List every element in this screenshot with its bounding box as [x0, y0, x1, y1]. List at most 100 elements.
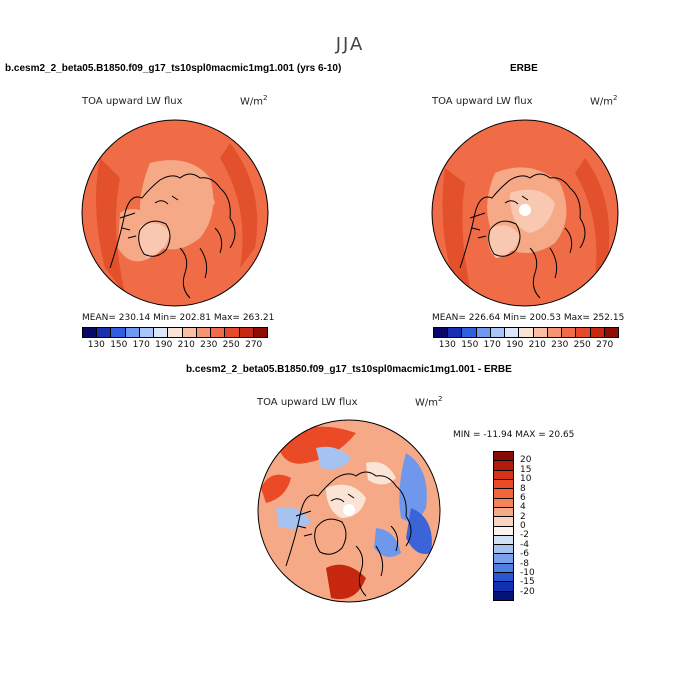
- colorbar-box: [494, 582, 513, 592]
- colorbar-tick-label: 2: [520, 511, 526, 522]
- panel-3-field-red-south: [326, 564, 366, 600]
- panel-3-missing-pole: [343, 504, 355, 516]
- colorbar-tick-label: 250: [573, 340, 591, 350]
- colorbar-tick-label: 4: [520, 502, 526, 513]
- colorbar-box: [494, 489, 513, 499]
- colorbar-tick-label: -20: [520, 586, 535, 597]
- colorbar-box: [547, 328, 563, 337]
- colorbar-tick-label: 170: [483, 340, 501, 350]
- panel-2-units: W/m2: [590, 94, 618, 108]
- colorbar-tick-label: 150: [110, 340, 128, 350]
- colorbar-tick-label: -2: [520, 530, 529, 541]
- colorbar-box: [168, 328, 183, 337]
- colorbar-box: [253, 328, 268, 337]
- colorbar-box: [239, 328, 254, 337]
- colorbar-box: [590, 328, 605, 337]
- panel-1-field-dark-west: [96, 158, 125, 293]
- panel-3-colorbar-labels: 20 15 10 8 6 4 2 0 -2 -4 -6 -8 -10 -15 -20: [520, 451, 560, 601]
- colorbar-box: [494, 507, 513, 518]
- colorbar-box: [225, 328, 240, 337]
- colorbar-box: [83, 328, 98, 337]
- colorbar-tick-label: -15: [520, 577, 535, 588]
- colorbar-box: [448, 328, 463, 337]
- colorbar-box: [494, 563, 513, 574]
- panel-3-field-blue-se: [374, 528, 401, 557]
- panel-3-field-blue-dark-east: [406, 508, 432, 554]
- colorbar-box: [533, 328, 548, 337]
- colorbar-box: [182, 328, 197, 337]
- colorbar-box: [490, 328, 506, 337]
- panel-1-units: W/m2: [240, 94, 268, 108]
- colorbar-tick-label: -10: [520, 567, 535, 578]
- colorbar-tick-label: 130: [87, 340, 105, 350]
- colorbar-tick-label: -6: [520, 549, 529, 560]
- colorbar-tick-label: 15: [520, 464, 532, 475]
- colorbar-tick-label: 190: [155, 340, 173, 350]
- colorbar-box: [211, 328, 226, 337]
- colorbar-box: [111, 328, 126, 337]
- colorbar-box: [462, 328, 477, 337]
- colorbar-box: [494, 554, 513, 564]
- panel-3-stats: MIN = -11.94 MAX = 20.65: [453, 430, 575, 440]
- colorbar-box: [494, 461, 513, 471]
- panel-1-field-dark-east: [220, 143, 258, 268]
- panel-3-field-red-west: [261, 474, 291, 503]
- panel-2-missing-pole: [519, 204, 531, 216]
- colorbar-tick-label: 0: [520, 521, 526, 531]
- colorbar-box: [494, 479, 513, 490]
- panel-1-colorbar: 130 150 170 190 210 230 250 270: [82, 327, 268, 352]
- panel-1-variable-label: TOA upward LW flux: [82, 96, 183, 107]
- colorbar-box: [139, 328, 155, 337]
- panel-2-field-lighter-greenland: [488, 225, 520, 258]
- colorbar-box: [97, 328, 112, 337]
- figure-title: JJA: [335, 34, 365, 55]
- colorbar-tick-label: 150: [461, 340, 479, 350]
- panel-3-field-blue-light-n: [316, 446, 351, 470]
- panel-3-colorbar: [493, 451, 514, 601]
- colorbar-box: [196, 328, 212, 337]
- colorbar-box: [434, 328, 449, 337]
- panel-2-field-dark-east: [575, 158, 610, 278]
- colorbar-box: [494, 498, 513, 508]
- panel-1-field-lighter-greenland: [138, 223, 170, 258]
- colorbar-tick-label: -4: [520, 539, 529, 550]
- colorbar-box: [604, 328, 619, 337]
- colorbar-box: [494, 535, 513, 546]
- colorbar-tick-label: 210: [528, 340, 546, 350]
- colorbar-tick-label: 270: [596, 340, 614, 350]
- colorbar-tick-label: -8: [520, 558, 529, 569]
- colorbar-tick-label: 230: [551, 340, 569, 350]
- colorbar-tick-label: 190: [506, 340, 524, 350]
- colorbar-box: [494, 545, 513, 555]
- panel-1-field-light-siberia: [190, 187, 215, 215]
- panel-2-variable-label: TOA upward LW flux: [432, 96, 533, 107]
- colorbar-box: [494, 470, 513, 480]
- panel-3-units: W/m2: [415, 395, 443, 409]
- colorbar-box: [505, 328, 520, 337]
- colorbar-box: [494, 526, 513, 536]
- colorbar-tick-label: 130: [438, 340, 456, 350]
- colorbar-box: [125, 328, 140, 337]
- colorbar-tick-label: 8: [520, 483, 526, 494]
- colorbar-box: [494, 517, 513, 527]
- colorbar-box: [494, 573, 513, 583]
- panel-1-stats: MEAN= 230.14 Min= 202.81 Max= 263.21: [82, 313, 275, 323]
- colorbar-box: [494, 452, 513, 462]
- colorbar-box: [494, 591, 513, 600]
- panel-2-field-lighter-pole: [510, 189, 555, 233]
- colorbar-box: [476, 328, 491, 337]
- colorbar-box: [576, 328, 591, 337]
- colorbar-tick-label: 6: [520, 492, 526, 503]
- colorbar-tick-label: 10: [520, 474, 532, 485]
- panel-3-polar-map: [256, 418, 442, 604]
- colorbar-tick-label: 170: [132, 340, 150, 350]
- colorbar-tick-label: 20: [520, 455, 532, 466]
- colorbar-box: [519, 328, 534, 337]
- colorbar-box: [154, 328, 169, 337]
- panel-3-field-blue-west: [276, 507, 311, 529]
- panel-3-variable-label: TOA upward LW flux: [257, 397, 358, 408]
- panel-2-polar-map: [430, 118, 620, 308]
- panel-1-polar-map: [80, 118, 270, 308]
- panel-2-colorbar: 130 150 170 190 210 230 250 270: [433, 327, 619, 352]
- colorbar-tick-label: 230: [200, 340, 218, 350]
